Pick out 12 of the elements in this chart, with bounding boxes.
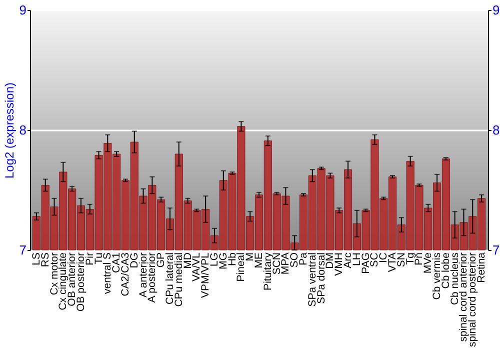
y-tick-label: 8: [19, 122, 26, 138]
x-tick-label: CPu medial: [172, 252, 185, 307]
x-tick-label: LG: [208, 252, 220, 267]
x-tick-label: Cb lobe: [440, 252, 452, 289]
y2-tick-label: 9: [492, 2, 500, 18]
x-tick-label: A posterior: [146, 252, 158, 303]
y-tick-label: 9: [19, 2, 26, 18]
y2-tick-label: 8: [492, 122, 500, 138]
x-tick-label: LH: [350, 252, 363, 266]
y-tick-label: 7: [19, 242, 26, 258]
y2-tick-label: 7: [492, 242, 500, 258]
y-axis-title: Log2 (expression): [2, 82, 16, 179]
